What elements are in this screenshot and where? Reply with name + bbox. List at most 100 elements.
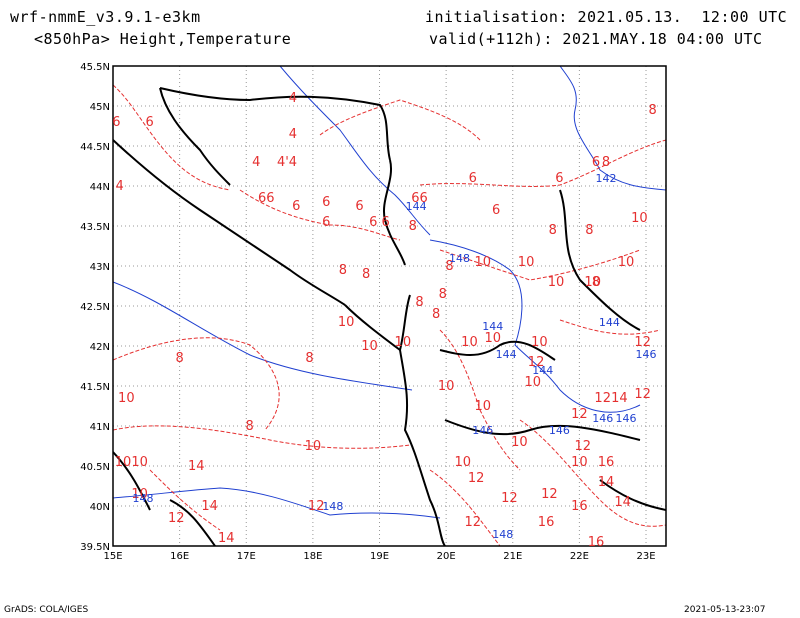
border-serbia-east <box>559 189 641 331</box>
temperature-contour-label: 10 <box>548 275 565 290</box>
coastline-italy-south <box>169 499 216 546</box>
temperature-contour-label: 10 <box>395 335 412 350</box>
temperature-contour-label: 10 <box>131 487 148 502</box>
temperature-contour-label: 10 <box>484 331 501 346</box>
lat-tick-label: 42.5N <box>80 302 110 313</box>
temperature-contour-label: 4 <box>252 155 260 170</box>
lat-tick-label: 41.5N <box>80 382 110 393</box>
render-timestamp: 2021-05-13-23:07 <box>684 605 766 615</box>
temperature-contour-label: 10 <box>618 255 635 270</box>
border-montenegro <box>344 294 411 352</box>
temperature-contour-east-8 <box>419 139 666 187</box>
temperature-contour-label: 10 <box>338 315 355 330</box>
temperature-contour-southwest-14 <box>149 469 221 531</box>
height-contour-label: 144 <box>532 364 553 377</box>
height-contour-label: 142 <box>596 172 617 185</box>
height-contour-label: 144 <box>496 348 517 361</box>
temperature-contour-label: 8 <box>339 263 347 278</box>
height-contour-label: 144 <box>482 320 503 333</box>
temperature-contour-label: 14 <box>598 475 615 490</box>
temperature-contour-label: 6 <box>469 171 477 186</box>
lon-tick-label: 23E <box>636 551 655 562</box>
temperature-contour-label: 4' <box>277 155 289 170</box>
temperature-contour-label: 10 <box>511 435 528 450</box>
temperature-contour-label: 6 <box>292 199 300 214</box>
temperature-contour-label: 8 <box>445 259 453 274</box>
temperature-contour-label: 12 <box>634 335 651 350</box>
height-contour-148-south <box>113 487 441 519</box>
temperature-contour-label: 14 <box>218 531 235 546</box>
temperature-contour-label: 66 <box>258 191 275 206</box>
border-north-macedonia <box>439 340 556 361</box>
temperature-contour-label: 12 <box>541 487 558 502</box>
temperature-contour-label: 10 <box>461 335 478 350</box>
border-greece <box>444 419 641 441</box>
height-contour-label: 146 <box>636 348 657 361</box>
grads-credit: GrADS: COLA/IGES <box>4 605 89 615</box>
temperature-contour-label: 10 <box>524 375 541 390</box>
temperature-contour-label: 4 <box>289 155 297 170</box>
temperature-contour-label: 4 <box>116 179 124 194</box>
temperature-contour-label: 10 <box>115 455 132 470</box>
temperature-contour-label: 6 <box>146 115 154 130</box>
temperature-contour-label: 6 <box>322 215 330 230</box>
temperature-contour-central-6 <box>239 189 401 241</box>
lon-tick-label: 17E <box>237 551 256 562</box>
temperature-contour-label: 8 <box>415 295 423 310</box>
temperature-contour-label: 12 <box>468 471 485 486</box>
initialisation-time: initialisation: 2021.05.13. 12:00 UTC <box>425 8 788 26</box>
temperature-contour-label: 12 <box>465 515 482 530</box>
temperature-contour-label: 12 <box>308 499 325 514</box>
temperature-contour-label: 14 <box>188 459 205 474</box>
temperature-contour-label: 10 <box>518 255 535 270</box>
valid-time: valid(+112h): 2021.MAY.18 04:00 UTC <box>429 30 763 48</box>
temperature-contour-label: 16 <box>588 535 605 550</box>
coastline-dalmatia <box>113 139 346 306</box>
lon-tick-label: 20E <box>437 551 456 562</box>
lat-tick-label: 45N <box>90 102 110 113</box>
temperature-contour-label: 10 <box>438 379 455 394</box>
lon-tick-label: 19E <box>370 551 389 562</box>
height-contour-northeast <box>559 66 666 191</box>
temperature-contour-label: 8 <box>245 419 253 434</box>
height-contour-label: 146 <box>616 412 637 425</box>
lon-tick-label: 21E <box>503 551 522 562</box>
lon-tick-label: 15E <box>103 551 122 562</box>
border-albania <box>399 349 446 546</box>
lat-tick-label: 43.5N <box>80 222 110 233</box>
temperature-contour-west-6 <box>113 84 231 191</box>
coastline-croatia-north <box>159 87 231 186</box>
temperature-contour-central-10 <box>439 329 521 471</box>
lat-tick-label: 41N <box>90 422 110 433</box>
temperature-contour-label: 12 <box>594 391 611 406</box>
temperature-contours <box>113 84 666 546</box>
graticule <box>112 65 666 547</box>
lat-tick-label: 44.5N <box>80 142 110 153</box>
border-bosnia-serbia <box>383 159 406 266</box>
lon-tick-label: 16E <box>170 551 189 562</box>
temperature-contour-label: 16 <box>571 499 588 514</box>
height-contour-144-west <box>113 281 413 391</box>
temperature-contour-label: 12 <box>528 355 545 370</box>
temperature-contour-label: 8 <box>439 287 447 302</box>
lon-tick-label: 22E <box>570 551 589 562</box>
temperature-contour-label: 8 <box>175 351 183 366</box>
temperature-contour-label: 10 <box>455 455 472 470</box>
temperature-contour-label: 10 <box>475 399 492 414</box>
model-name: wrf-nmmE_v3.9.1-e3km <box>10 8 201 26</box>
temperature-contour-label: 8 <box>305 351 313 366</box>
temperature-contour-label: 14 <box>611 391 628 406</box>
coastlines-borders <box>113 87 666 546</box>
temperature-contour-label: 10 <box>118 391 135 406</box>
temperature-contour-label: 6 6 <box>369 215 390 230</box>
temperature-contour-label: 6 <box>592 155 600 170</box>
plot-frame <box>112 65 667 547</box>
temperature-contour-label: 8 <box>592 275 600 290</box>
temperature-contour-label: 10 <box>361 339 378 354</box>
lat-tick-label: 42N <box>90 342 110 353</box>
temperature-contour-label: 6 <box>355 199 363 214</box>
border-croatia-bosnia <box>159 87 391 161</box>
temperature-contour-label: 14 <box>614 495 631 510</box>
